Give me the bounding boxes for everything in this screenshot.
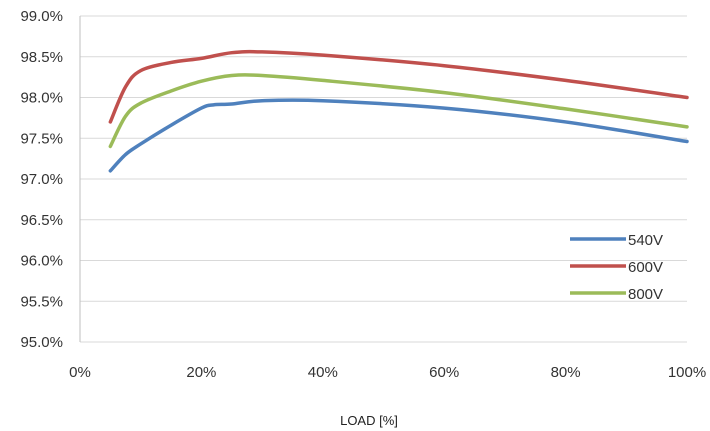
- legend-label-600v: 600V: [628, 259, 663, 276]
- y-tick-label: 95.5%: [20, 293, 63, 310]
- y-tick-label: 95.0%: [20, 334, 63, 351]
- y-tick-label: 97.0%: [20, 171, 63, 188]
- legend: 540V 600V 800V: [570, 232, 663, 303]
- x-tick-label: 0%: [69, 364, 91, 381]
- legend-label-800v: 800V: [628, 286, 663, 303]
- axis-labels: LOAD [%]: [340, 413, 398, 428]
- grid: [80, 15, 687, 343]
- series-line-540v: [108, 98, 689, 173]
- y-tick-label: 97.5%: [20, 130, 63, 147]
- y-tick-label: 96.0%: [20, 253, 63, 270]
- axes: 95.0% 95.5% 96.0% 96.5% 97.0% 97.5% 98.0% 98.5%…: [20, 8, 706, 381]
- y-tick-label: 99.0%: [20, 8, 63, 25]
- x-tick-label: 40%: [308, 364, 338, 381]
- series-line-800v: [108, 73, 689, 149]
- x-tick-label: 20%: [186, 364, 216, 381]
- y-tick-label: 96.5%: [20, 212, 63, 229]
- x-tick-label: 80%: [551, 364, 581, 381]
- legend-label-540v: 540V: [628, 232, 663, 249]
- series-line-600v: [108, 49, 689, 124]
- x-tick-label: 60%: [429, 364, 459, 381]
- y-tick-label: 98.5%: [20, 49, 63, 66]
- series-lines: [108, 49, 689, 173]
- x-axis-title: LOAD [%]: [340, 413, 398, 428]
- y-tick-label: 98.0%: [20, 90, 63, 107]
- x-tick-label: 100%: [668, 364, 706, 381]
